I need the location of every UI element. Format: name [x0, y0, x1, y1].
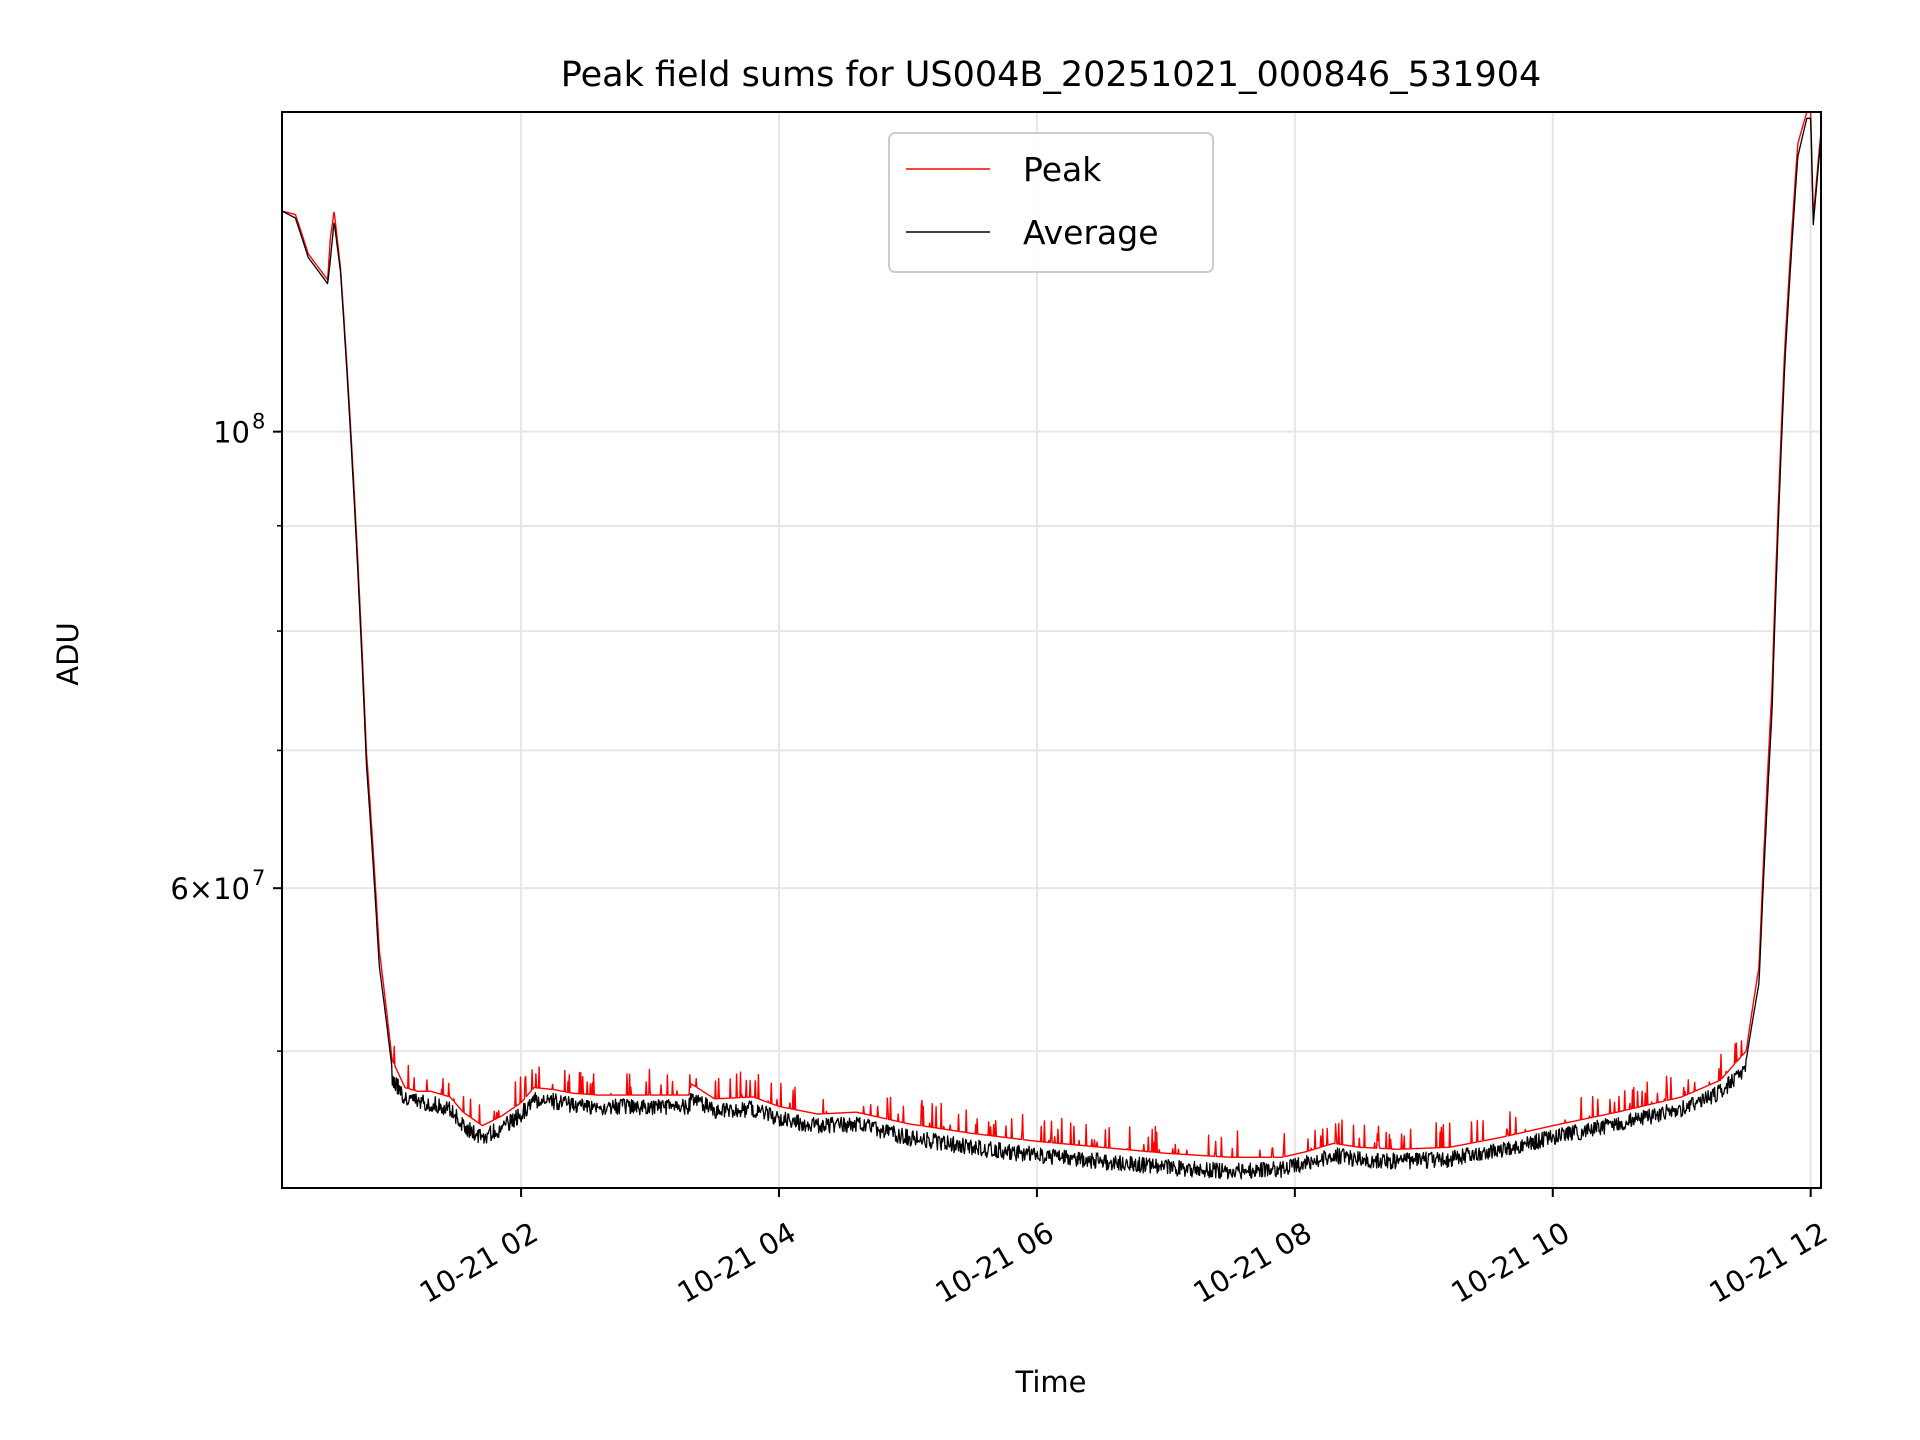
legend-peak-label: Peak — [1023, 150, 1102, 189]
legend-box — [888, 132, 1214, 273]
y-tick-label: 6×10 — [170, 872, 250, 906]
y-tick-base: 6×10 — [170, 872, 250, 906]
chart-title: Peak field sums for US004B_20251021_0008… — [561, 55, 1542, 95]
series-line-peak — [282, 112, 1821, 1158]
plot-frame — [281, 111, 1822, 1189]
legend: Peak Average — [888, 132, 1214, 273]
x-axis-label: Time — [1015, 1365, 1087, 1399]
y-tick-label: 10 — [213, 416, 250, 450]
y-tick-exponent: 7 — [252, 866, 265, 890]
y-tick-exponent: 8 — [252, 410, 265, 434]
series-layer — [282, 112, 1821, 1180]
y-tick-base: 10 — [213, 416, 250, 450]
series-line-average — [282, 117, 1821, 1180]
y-axis-label: ADU — [51, 622, 85, 685]
grid-lines — [282, 112, 1821, 1188]
legend-average-label: Average — [1023, 213, 1159, 252]
